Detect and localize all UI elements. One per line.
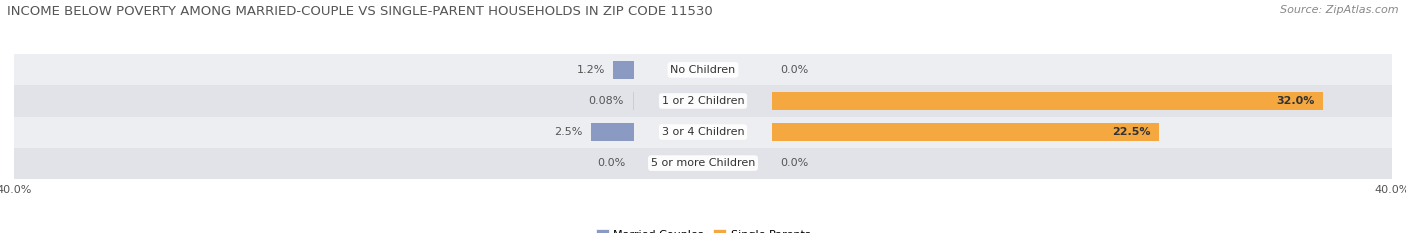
Legend: Married Couples, Single Parents: Married Couples, Single Parents (592, 225, 814, 233)
Bar (14, 86, 1392, 116)
Text: No Children: No Children (671, 65, 735, 75)
Text: 0.08%: 0.08% (589, 96, 624, 106)
Text: 1.2%: 1.2% (576, 65, 605, 75)
Text: 0.0%: 0.0% (780, 158, 808, 168)
Text: 5 or more Children: 5 or more Children (651, 158, 755, 168)
Bar (613, 61, 634, 79)
Text: 0.0%: 0.0% (780, 65, 808, 75)
Bar (591, 123, 634, 141)
Bar (772, 92, 1323, 110)
Text: INCOME BELOW POVERTY AMONG MARRIED-COUPLE VS SINGLE-PARENT HOUSEHOLDS IN ZIP COD: INCOME BELOW POVERTY AMONG MARRIED-COUPL… (7, 5, 713, 18)
Bar (14, 116, 1392, 147)
Text: Source: ZipAtlas.com: Source: ZipAtlas.com (1281, 5, 1399, 15)
Text: 3 or 4 Children: 3 or 4 Children (662, 127, 744, 137)
Text: 32.0%: 32.0% (1277, 96, 1315, 106)
Text: 0.0%: 0.0% (598, 158, 626, 168)
Bar (14, 54, 1392, 86)
Text: 2.5%: 2.5% (554, 127, 582, 137)
Bar (14, 147, 1392, 179)
Text: 22.5%: 22.5% (1112, 127, 1152, 137)
Text: 1 or 2 Children: 1 or 2 Children (662, 96, 744, 106)
Bar (772, 123, 1160, 141)
